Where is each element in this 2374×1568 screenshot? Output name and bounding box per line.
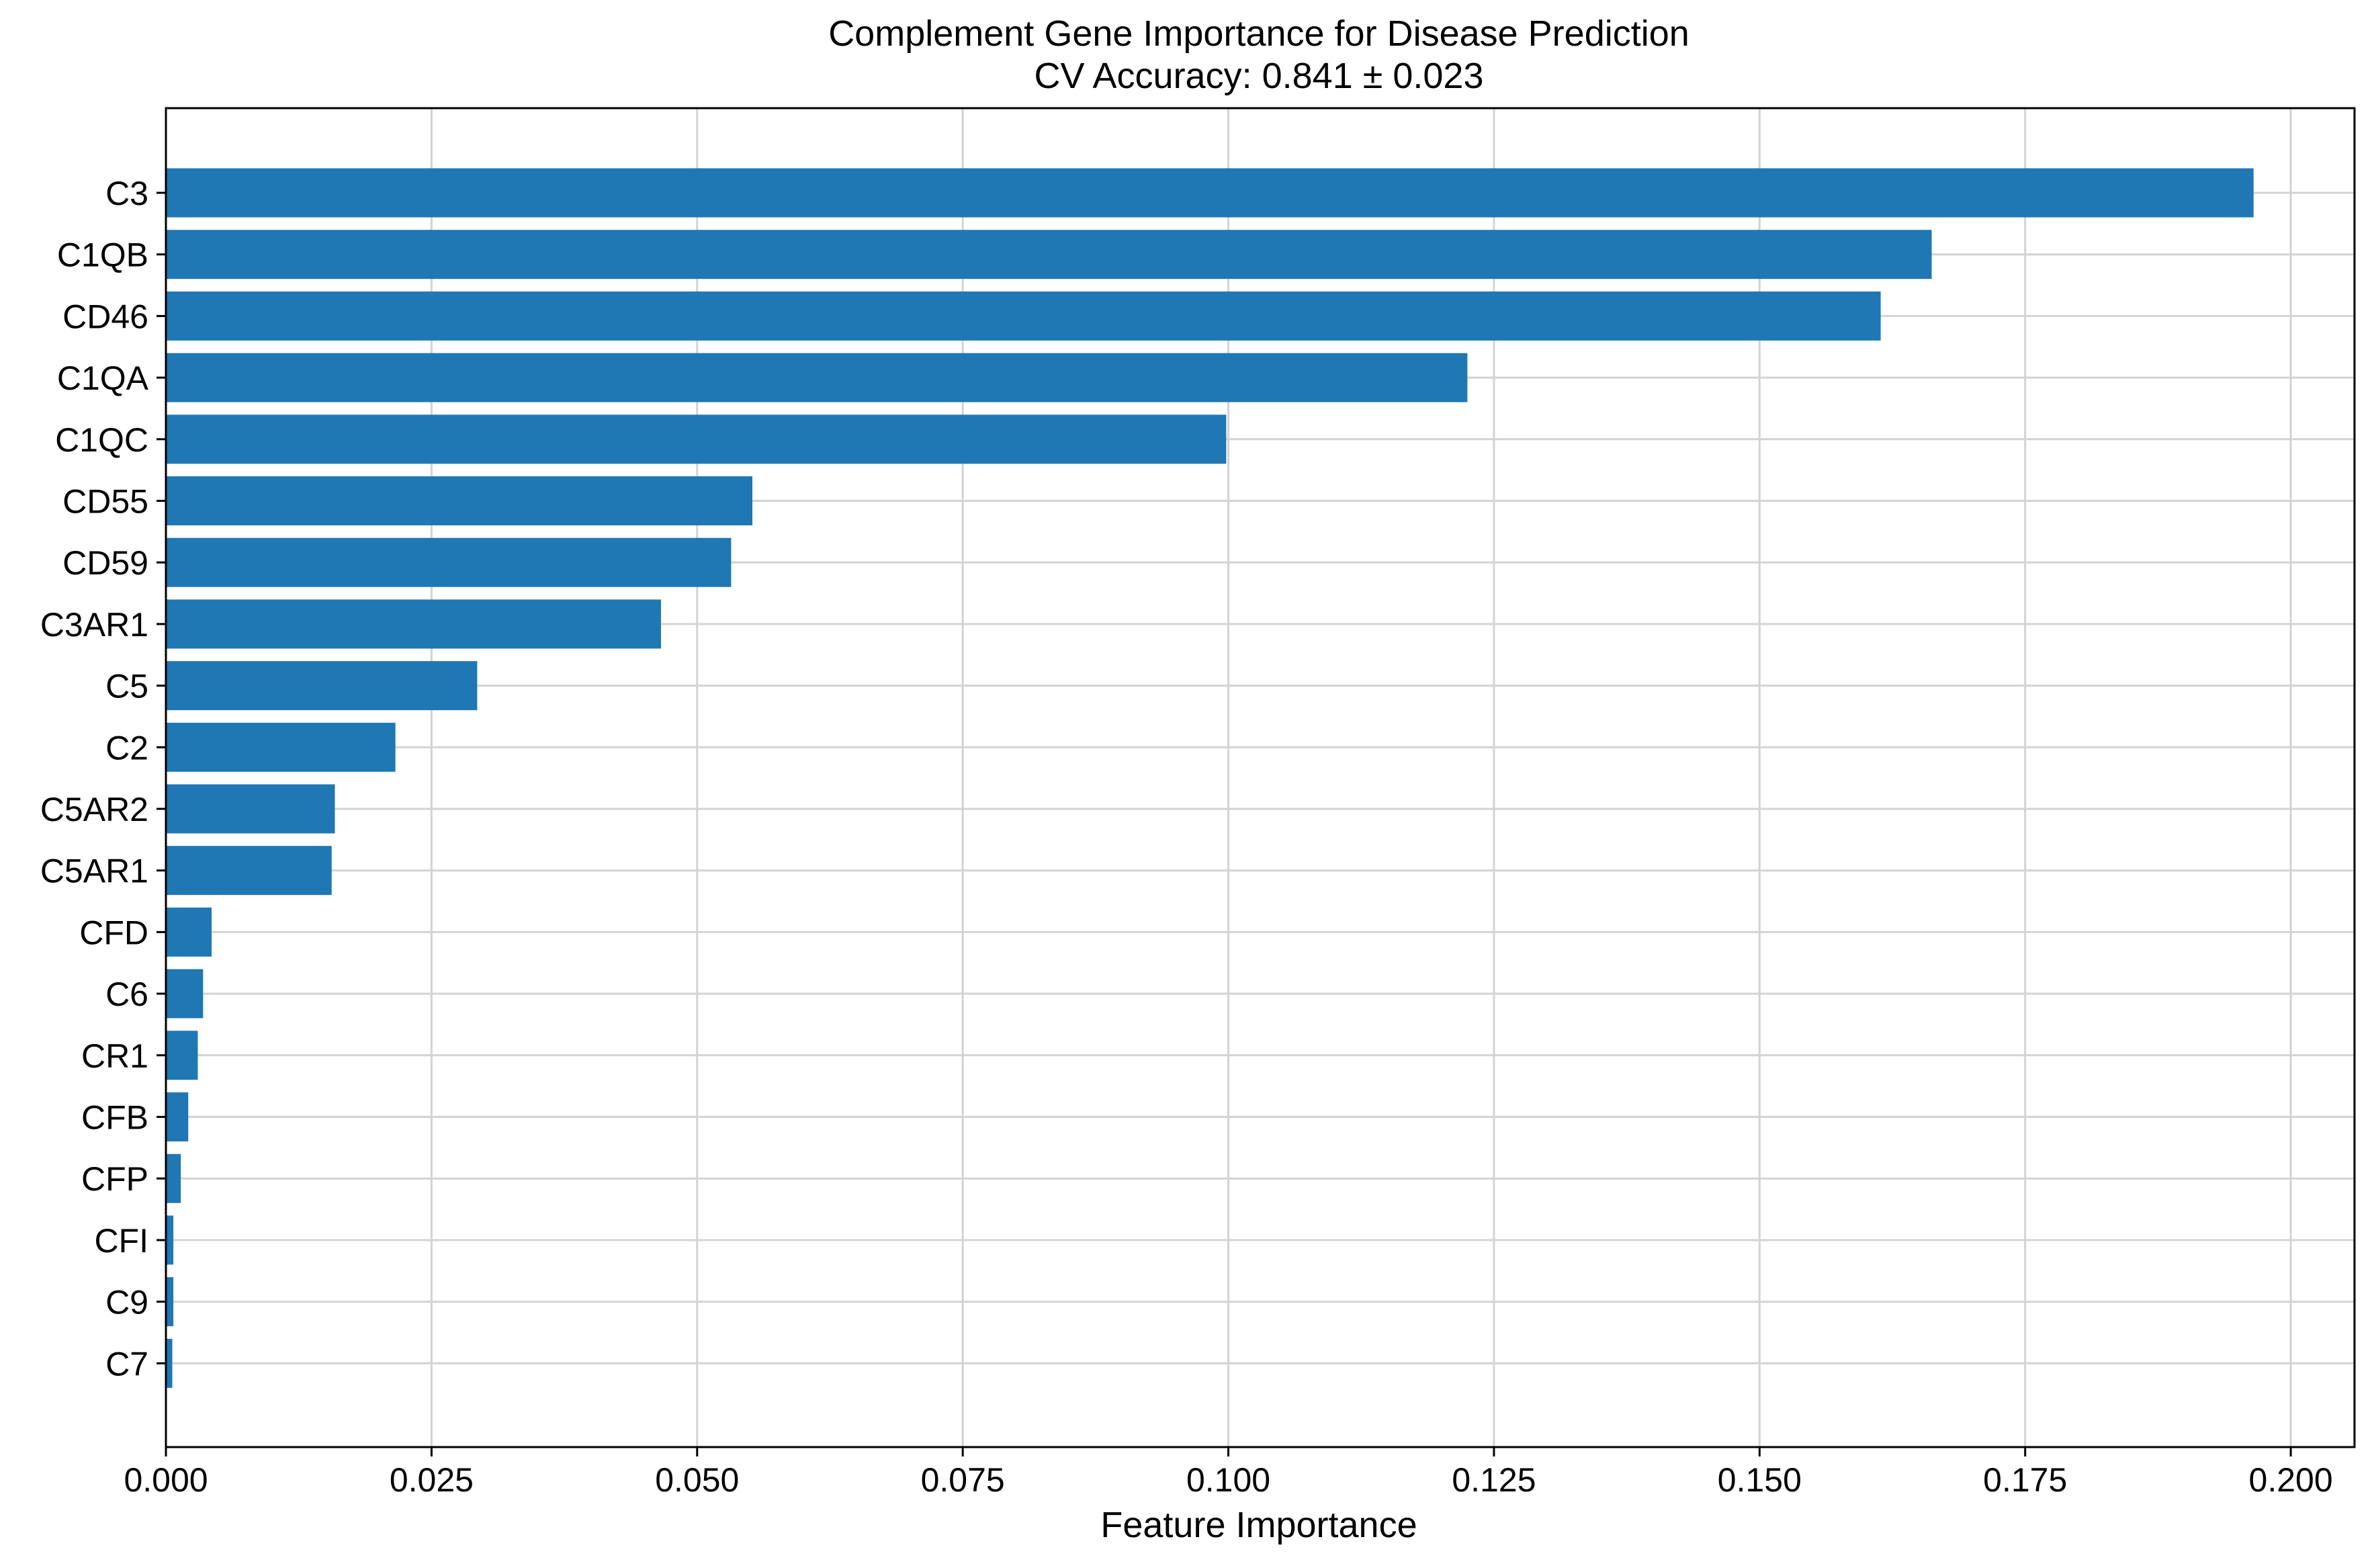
bar-cd55 — [166, 476, 753, 525]
x-tick-label: 0.050 — [655, 1461, 739, 1499]
x-tick-label: 0.000 — [124, 1461, 208, 1499]
y-tick-label: C9 — [105, 1284, 148, 1321]
y-tick-label: CD55 — [62, 483, 148, 521]
bar-c9 — [166, 1277, 174, 1327]
y-axis-ticks: C3 C1QB CD46 C1QA C1QC CD55 CD59 C3AR1 C5 C2 C5AR2… — [40, 175, 166, 1383]
bar-cfb — [166, 1092, 189, 1141]
bar-c7 — [166, 1338, 173, 1388]
bar-c2 — [166, 722, 396, 772]
y-tick-label: C3AR1 — [40, 606, 148, 644]
bar-c1qa — [166, 353, 1468, 402]
y-tick-label: CFI — [94, 1222, 148, 1260]
bar-cfi — [166, 1215, 174, 1265]
bar-cfp — [166, 1153, 181, 1203]
y-tick-label: C3 — [105, 175, 148, 212]
y-tick-label: CD46 — [62, 298, 148, 335]
chart-subtitle: CV Accuracy: 0.841 ± 0.023 — [1034, 56, 1483, 96]
bar-c3ar1 — [166, 599, 662, 649]
bar-c1qc — [166, 415, 1227, 464]
bar-c3 — [166, 168, 2254, 218]
bars — [166, 168, 2254, 1388]
x-tick-label: 0.200 — [2249, 1461, 2333, 1499]
x-tick-label: 0.100 — [1186, 1461, 1270, 1499]
x-tick-label: 0.025 — [390, 1461, 474, 1499]
y-tick-label: CR1 — [81, 1037, 148, 1075]
y-tick-label: CFD — [79, 914, 148, 951]
y-tick-label: C2 — [105, 729, 148, 767]
y-tick-label: C1QB — [57, 236, 148, 274]
bar-c6 — [166, 969, 204, 1018]
plot-frame — [165, 107, 2356, 1448]
bar-c5ar1 — [166, 846, 332, 896]
bar-cfd — [166, 907, 212, 957]
bar-c5 — [166, 661, 478, 711]
bar-cd59 — [166, 537, 732, 587]
y-tick-label: C7 — [105, 1345, 148, 1383]
chart-title: Complement Gene Importance for Disease P… — [828, 13, 1689, 54]
bar-cr1 — [166, 1031, 198, 1080]
y-tick-label: C6 — [105, 975, 148, 1013]
bar-c5ar2 — [166, 784, 335, 834]
y-tick-label: C5AR2 — [40, 791, 148, 828]
x-tick-label: 0.075 — [921, 1461, 1005, 1499]
x-axis-label: Feature Importance — [1100, 1505, 1417, 1545]
y-tick-label: C1QA — [57, 359, 149, 397]
y-tick-label: C5 — [105, 668, 148, 705]
y-tick-label: CFB — [81, 1099, 148, 1137]
x-tick-label: 0.125 — [1452, 1461, 1536, 1499]
y-tick-label: CD59 — [62, 544, 148, 582]
y-tick-label: C1QC — [55, 421, 148, 459]
x-tick-label: 0.175 — [1983, 1461, 2067, 1499]
y-tick-label: C5AR1 — [40, 853, 148, 890]
y-tick-label: CFP — [81, 1160, 148, 1198]
bar-c1qb — [166, 230, 1932, 279]
bar-cd46 — [166, 291, 1881, 341]
x-axis-ticks: 0.000 0.025 0.050 0.075 0.100 0.125 0.150 0.175… — [124, 1447, 2333, 1499]
x-tick-label: 0.150 — [1718, 1461, 1802, 1499]
